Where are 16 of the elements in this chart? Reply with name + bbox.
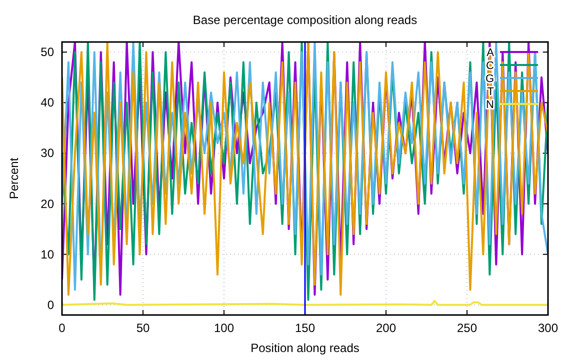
x-tick-label: 300 — [538, 321, 558, 335]
y-tick-label: 40 — [40, 96, 54, 110]
x-tick-label: 250 — [456, 321, 478, 335]
x-tick-label: 100 — [214, 321, 234, 335]
x-axis-title: Position along reads — [250, 341, 360, 355]
y-tick-label: 0 — [47, 298, 54, 312]
y-tick-label: 20 — [40, 196, 54, 211]
y-axis-title: Percent — [7, 157, 21, 200]
x-tick-label: 200 — [376, 321, 396, 335]
y-tick-label: 30 — [40, 146, 54, 160]
x-tick-label: 50 — [136, 321, 150, 335]
y-tick-label: 50 — [40, 45, 54, 60]
x-tick-label: 0 — [58, 321, 66, 335]
y-tick-label: 10 — [40, 247, 54, 262]
x-tick-label: 150 — [294, 321, 316, 335]
chart-title: Base percentage composition along reads — [192, 13, 418, 27]
